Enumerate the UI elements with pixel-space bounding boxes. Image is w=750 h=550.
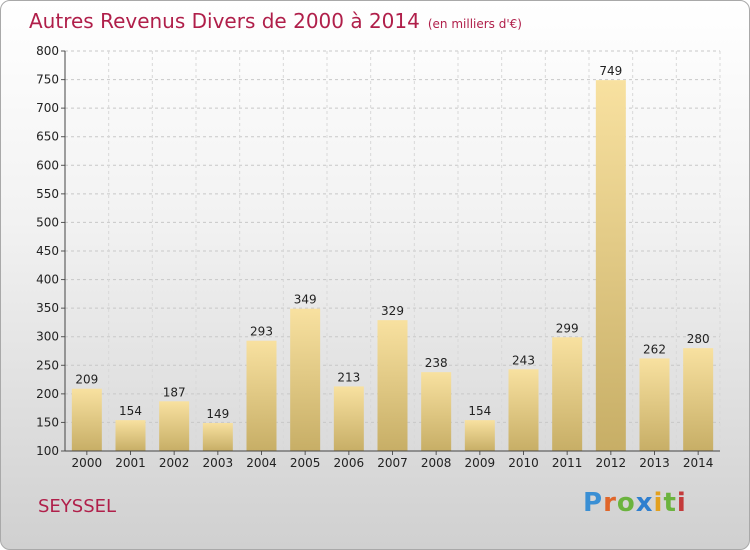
y-tick-label: 400 [36,273,59,287]
y-tick-label: 500 [36,215,59,229]
y-tick-label: 600 [36,158,59,172]
y-tick-label: 650 [36,130,59,144]
y-tick-label: 800 [36,44,59,58]
bar-2002 [159,401,190,451]
value-label-2012: 749 [599,64,622,78]
bar-2004 [246,340,277,451]
x-tick-label-2007: 2007 [377,456,408,470]
value-label-2011: 299 [556,321,579,335]
bar-2014 [683,348,714,451]
y-tick-label: 200 [36,387,59,401]
x-tick-label-2003: 2003 [203,456,234,470]
value-label-2008: 238 [425,356,448,370]
value-label-2006: 213 [337,370,360,384]
place-name: SEYSSEL [38,496,117,517]
value-label-2001: 154 [119,404,142,418]
bar-2008 [421,372,452,451]
x-tick-label-2013: 2013 [639,456,670,470]
bar-2001 [115,420,146,451]
value-label-2014: 280 [687,332,710,346]
proxiti-logo: Proxiti [583,488,687,518]
bar-2012 [595,80,626,452]
value-label-2009: 154 [468,404,491,418]
value-label-2003: 149 [206,407,229,421]
bar-2013 [639,358,670,451]
bar-2005 [290,308,321,451]
value-label-2004: 293 [250,325,273,339]
chart-title: Autres Revenus Divers de 2000 à 2014 (en … [29,9,522,33]
bar-2006 [333,386,364,451]
bar-2007 [377,320,408,451]
y-tick-label: 250 [36,358,59,372]
bar-layer [71,80,714,452]
bar-2003 [202,423,233,451]
y-tick-label: 350 [36,301,59,315]
x-tick-label-2012: 2012 [596,456,627,470]
x-tick-label-2014: 2014 [683,456,714,470]
x-tick-label-2011: 2011 [552,456,583,470]
x-tick-label-2009: 2009 [465,456,496,470]
x-tick-label-2010: 2010 [508,456,539,470]
bar-2009 [464,420,495,451]
y-tick-label: 700 [36,101,59,115]
value-label-2010: 243 [512,353,535,367]
x-tick-label-2001: 2001 [115,456,146,470]
value-label-2002: 187 [163,385,186,399]
value-label-2007: 329 [381,304,404,318]
y-tick-label: 550 [36,187,59,201]
bar-2010 [508,369,539,451]
x-tick-label-2008: 2008 [421,456,452,470]
bar-2000 [71,388,102,451]
label-layer: 209 154 187 149 293 349 213 329 238 154 243 299 749 2… [75,64,709,421]
y-tick-label: 100 [36,444,59,458]
x-tick-label-2006: 2006 [334,456,365,470]
y-tick-label: 300 [36,330,59,344]
axis-layer: 100 150 200 250 300 350 400 450 500 550 600 650 700 7… [36,44,720,470]
y-tick-label: 150 [36,415,59,429]
chart-title-text: Autres Revenus Divers de 2000 à 2014 [29,9,420,33]
chart-unit-text: (en milliers d'€) [427,17,522,31]
x-tick-label-2005: 2005 [290,456,321,470]
value-label-2000: 209 [75,373,98,387]
y-tick-label: 750 [36,73,59,87]
x-tick-label-2002: 2002 [159,456,190,470]
value-label-2005: 349 [294,293,317,307]
x-tick-label-2000: 2000 [72,456,103,470]
x-tick-label-2004: 2004 [246,456,277,470]
y-tick-label: 450 [36,244,59,258]
bar-2011 [552,337,583,451]
value-label-2013: 262 [643,342,666,356]
